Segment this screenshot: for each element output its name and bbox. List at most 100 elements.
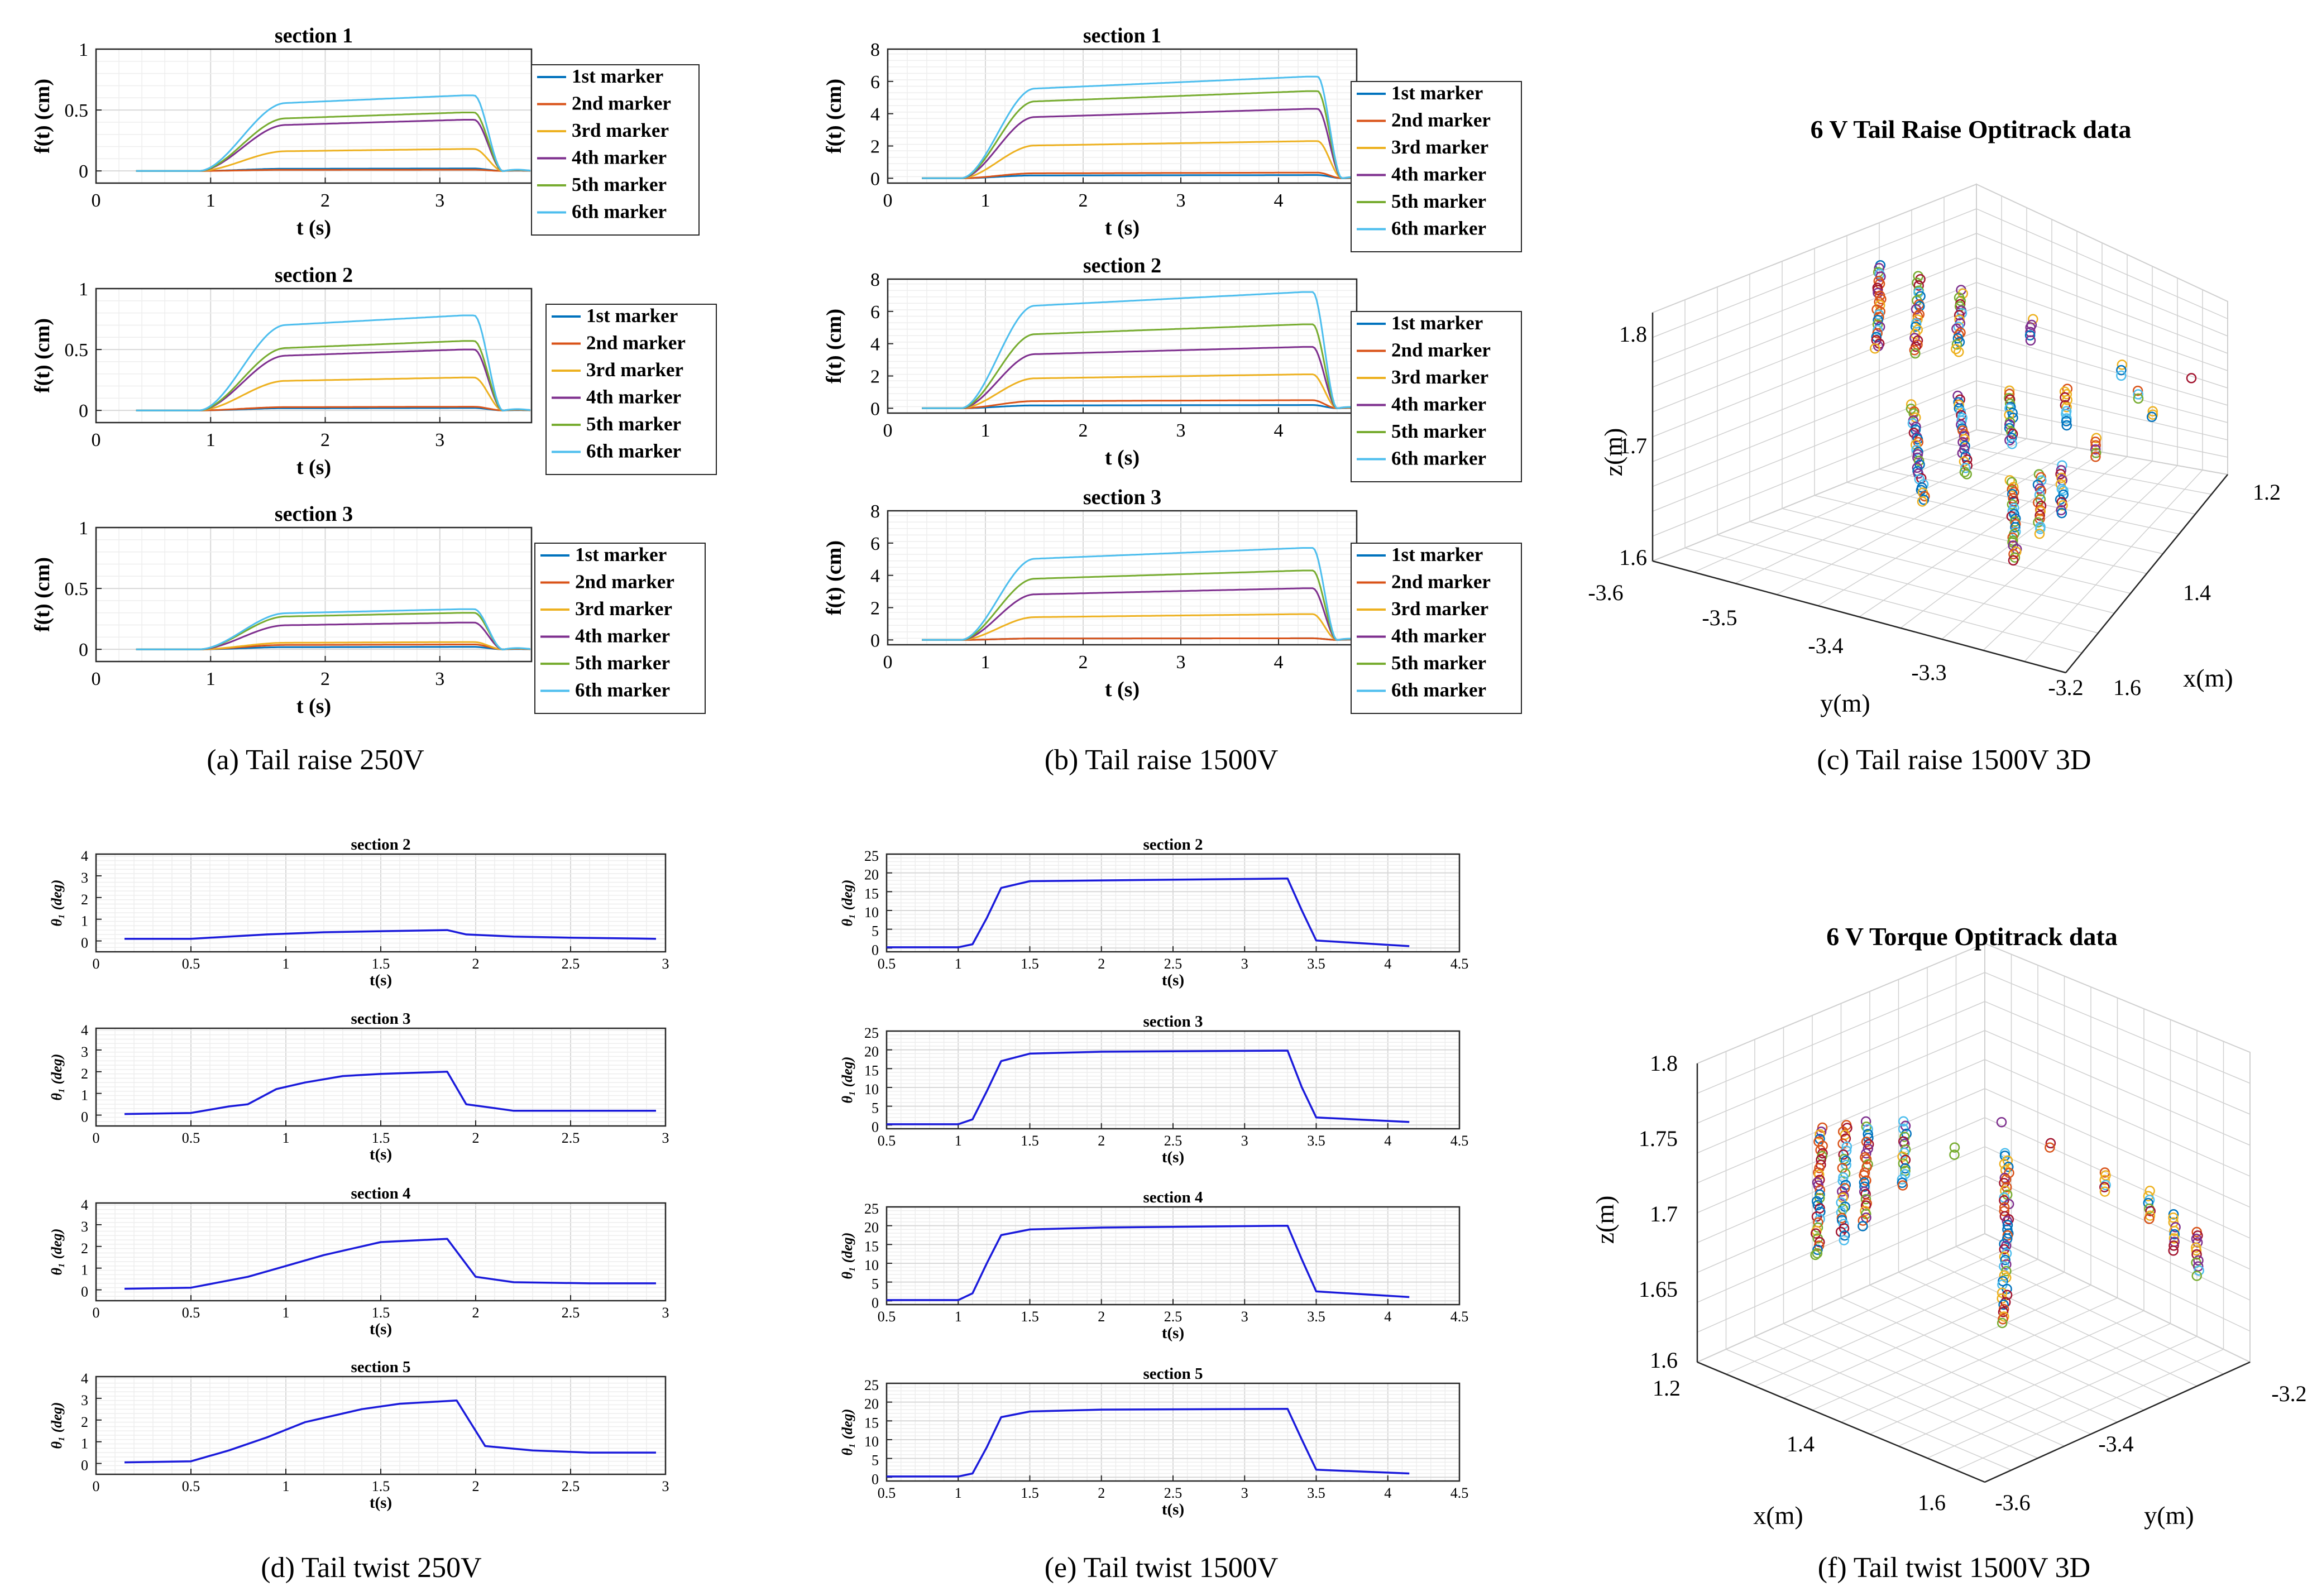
chart-b-panel-1-title: section 1 <box>1083 24 1161 47</box>
chart-d-panel-1-ytick-label: 4 <box>81 848 88 864</box>
chart-f-point <box>2000 1297 2011 1307</box>
chart-f-point <box>1859 1181 1870 1192</box>
chart-d-panel-1-xtick-label: 0 <box>93 956 100 972</box>
chart-b-panel-1-xtick-label: 3 <box>1176 190 1186 211</box>
chart-c-point <box>2062 395 2072 405</box>
chart-f-xtick-label: 1.6 <box>1918 1490 1946 1515</box>
chart-c-point <box>2117 360 2128 370</box>
chart-f-point <box>2002 1290 2013 1300</box>
chart-a-panel-3-xtick-label: 2 <box>320 669 330 689</box>
chart-e-panel-4-ytick-label: 5 <box>872 1453 879 1469</box>
chart-b-panel-1-ytick-label: 6 <box>870 72 880 93</box>
chart-f-cluster-5 <box>1949 1142 1960 1160</box>
chart-e-panel-4-xtick-label: 4 <box>1384 1485 1391 1501</box>
chart-b-panel-1-series-1-line <box>922 174 1356 179</box>
chart-f-point <box>1996 1116 2007 1128</box>
chart-a-panel-1-xtick-label: 1 <box>206 190 216 211</box>
chart-c-ztick-label: 1.6 <box>1619 545 1647 570</box>
chart-d-panel-3-ytick-label: 2 <box>81 1240 88 1257</box>
chart-c-zlabel: z(m) <box>1599 428 1627 477</box>
chart-d-panel-3-xlabel: t(s) <box>370 1320 392 1338</box>
chart-f-point <box>2100 1170 2111 1181</box>
chart-b-panel-3-legend-label-6: 6th marker <box>1391 679 1486 701</box>
chart-e-panel-4-xtick-label: 2.5 <box>1164 1485 1183 1501</box>
chart-a-panel-1: 0 1 2 3 0 0.5 1 section 1 t (s) f(t) (cm) 1st mark… <box>31 24 700 239</box>
chart-f-point <box>1998 1307 2009 1317</box>
chart-e-panel-2-xtick-label: 1.5 <box>1021 1133 1039 1149</box>
chart-f-point <box>1899 1132 1910 1142</box>
chart-f-point <box>1837 1186 1847 1197</box>
chart-e-panel-2-ytick-label: 5 <box>872 1100 879 1116</box>
chart-f-point <box>2193 1255 2204 1266</box>
chart-a-panel-1-legend-box <box>531 64 700 236</box>
chart-b-panel-1-legend-label-2: 2nd marker <box>1391 109 1491 131</box>
chart-d-panel-1-xtick-label: 2.5 <box>562 956 580 972</box>
chart-d-panel-2-xtick-label: 3 <box>662 1130 669 1146</box>
chart-f-zlabel: z(m) <box>1591 1196 1619 1244</box>
chart-c-xlabel: x(m) <box>2183 664 2233 692</box>
chart-f-point <box>2045 1142 2055 1153</box>
chart-b-panel-3-series-6-line <box>922 547 1356 641</box>
chart-e-panel-4-ytick-label: 10 <box>864 1434 879 1450</box>
chart-c-point <box>2061 409 2071 419</box>
chart-d-panel-4-ytick-label: 3 <box>81 1392 88 1408</box>
chart-f-gridline <box>1984 1204 2251 1332</box>
chart-c-point <box>2133 389 2143 400</box>
chart-c-point <box>1954 347 1964 357</box>
chart-e-panel-4-ylabel: θ₁ (deg) <box>839 1409 855 1456</box>
chart-b-panel-3-xtick-label: 4 <box>1274 652 1284 673</box>
chart-f-xtick-label: 1.4 <box>1787 1431 1815 1456</box>
chart-f-title: 6 V Torque Optitrack data <box>1826 922 2117 951</box>
chart-f-point <box>2168 1240 2179 1251</box>
chart-a-panel-3-title: section 3 <box>275 502 353 526</box>
chart-f-gridline <box>1841 1297 2118 1423</box>
caption-b: (b) Tail raise 1500V <box>1045 744 1279 776</box>
chart-f-point <box>1859 1170 1869 1181</box>
chart-c-cluster-14 <box>2004 475 2022 566</box>
chart-e-panel-3-xtick-label: 3.5 <box>1307 1309 1325 1325</box>
chart-f-point <box>2003 1214 2014 1225</box>
chart-e-panel-1-xtick-label: 4 <box>1384 956 1391 972</box>
chart-b-panel-1-ytick-label: 0 <box>870 169 880 189</box>
chart-e-panel-3-xtick-label: 1 <box>955 1309 962 1325</box>
chart-e-panel-4: 0.5 1 1.5 2 2.5 3 3.5 4 4.5 0 5 10 15 20 25 section 5 t(… <box>839 1365 1468 1518</box>
chart-d-panel-3-xtick-label: 0 <box>93 1305 100 1321</box>
chart-d-panel-3-ytick-label: 1 <box>81 1262 88 1278</box>
chart-c-point <box>1954 314 1965 325</box>
chart-b-panel-2-xtick-label: 1 <box>981 420 990 441</box>
chart-f-point <box>1861 1137 1872 1147</box>
chart-d-panel-2-ytick-label: 0 <box>81 1109 88 1125</box>
chart-c-cluster-4 <box>2024 314 2038 346</box>
chart-e-panel-4-title: section 5 <box>1143 1365 1203 1383</box>
chart-f-cluster-6 <box>1996 1116 2007 1128</box>
chart-f-point <box>2191 1245 2202 1256</box>
chart-d-panel-1-ylabel: θ₁ (deg) <box>49 880 65 927</box>
chart-d-panel-4-xtick-label: 1 <box>283 1478 290 1494</box>
chart-d-panel-4-xtick-label: 2.5 <box>562 1478 580 1494</box>
chart-b-panel-2-xtick-label: 3 <box>1176 420 1186 441</box>
chart-d-panel-1-ytick-label: 3 <box>81 870 88 886</box>
chart-e-panel-3-xtick-label: 2.5 <box>1164 1309 1183 1325</box>
chart-c-cluster-10 <box>1952 390 1973 480</box>
chart-b-panel-1-ytick-label: 8 <box>870 40 880 60</box>
chart-e-panel-3-series-line <box>887 1224 1410 1301</box>
chart-e-panel-4-xtick-label: 2 <box>1098 1485 1105 1501</box>
chart-d-panel-3-xtick-label: 1.5 <box>372 1305 390 1321</box>
chart-c-point <box>1910 348 1921 359</box>
chart-d-panel-1-title: section 2 <box>351 836 410 854</box>
chart-a-panel-3-legend-label-1: 1st marker <box>575 544 667 565</box>
chart-a-panel-1-legend-label-6: 6th marker <box>572 201 667 223</box>
chart-f-point <box>1836 1207 1847 1218</box>
chart-a-panel-1-plot-area <box>96 49 532 183</box>
chart-c-gridline <box>1846 482 2163 554</box>
chart-a-panel-2: 0 1 2 3 0 0.5 1 section 2 t (s) f(t) (cm) 1st mark… <box>31 263 717 479</box>
chart-e-panel-3-ytick-label: 10 <box>864 1257 879 1273</box>
chart-b-panel-3-ytick-label: 6 <box>870 534 880 554</box>
chart-f-cluster-9 <box>2099 1167 2111 1197</box>
chart-e-panel-2-ytick-label: 10 <box>864 1081 879 1097</box>
chart-b-panel-2-ytick-label: 0 <box>870 399 880 419</box>
chart-d-panel-2-xlabel: t(s) <box>370 1146 392 1163</box>
chart-c-point <box>2061 416 2072 426</box>
chart-c-point <box>2011 547 2022 557</box>
chart-a-panel-2-legend-label-2: 2nd marker <box>586 332 686 354</box>
